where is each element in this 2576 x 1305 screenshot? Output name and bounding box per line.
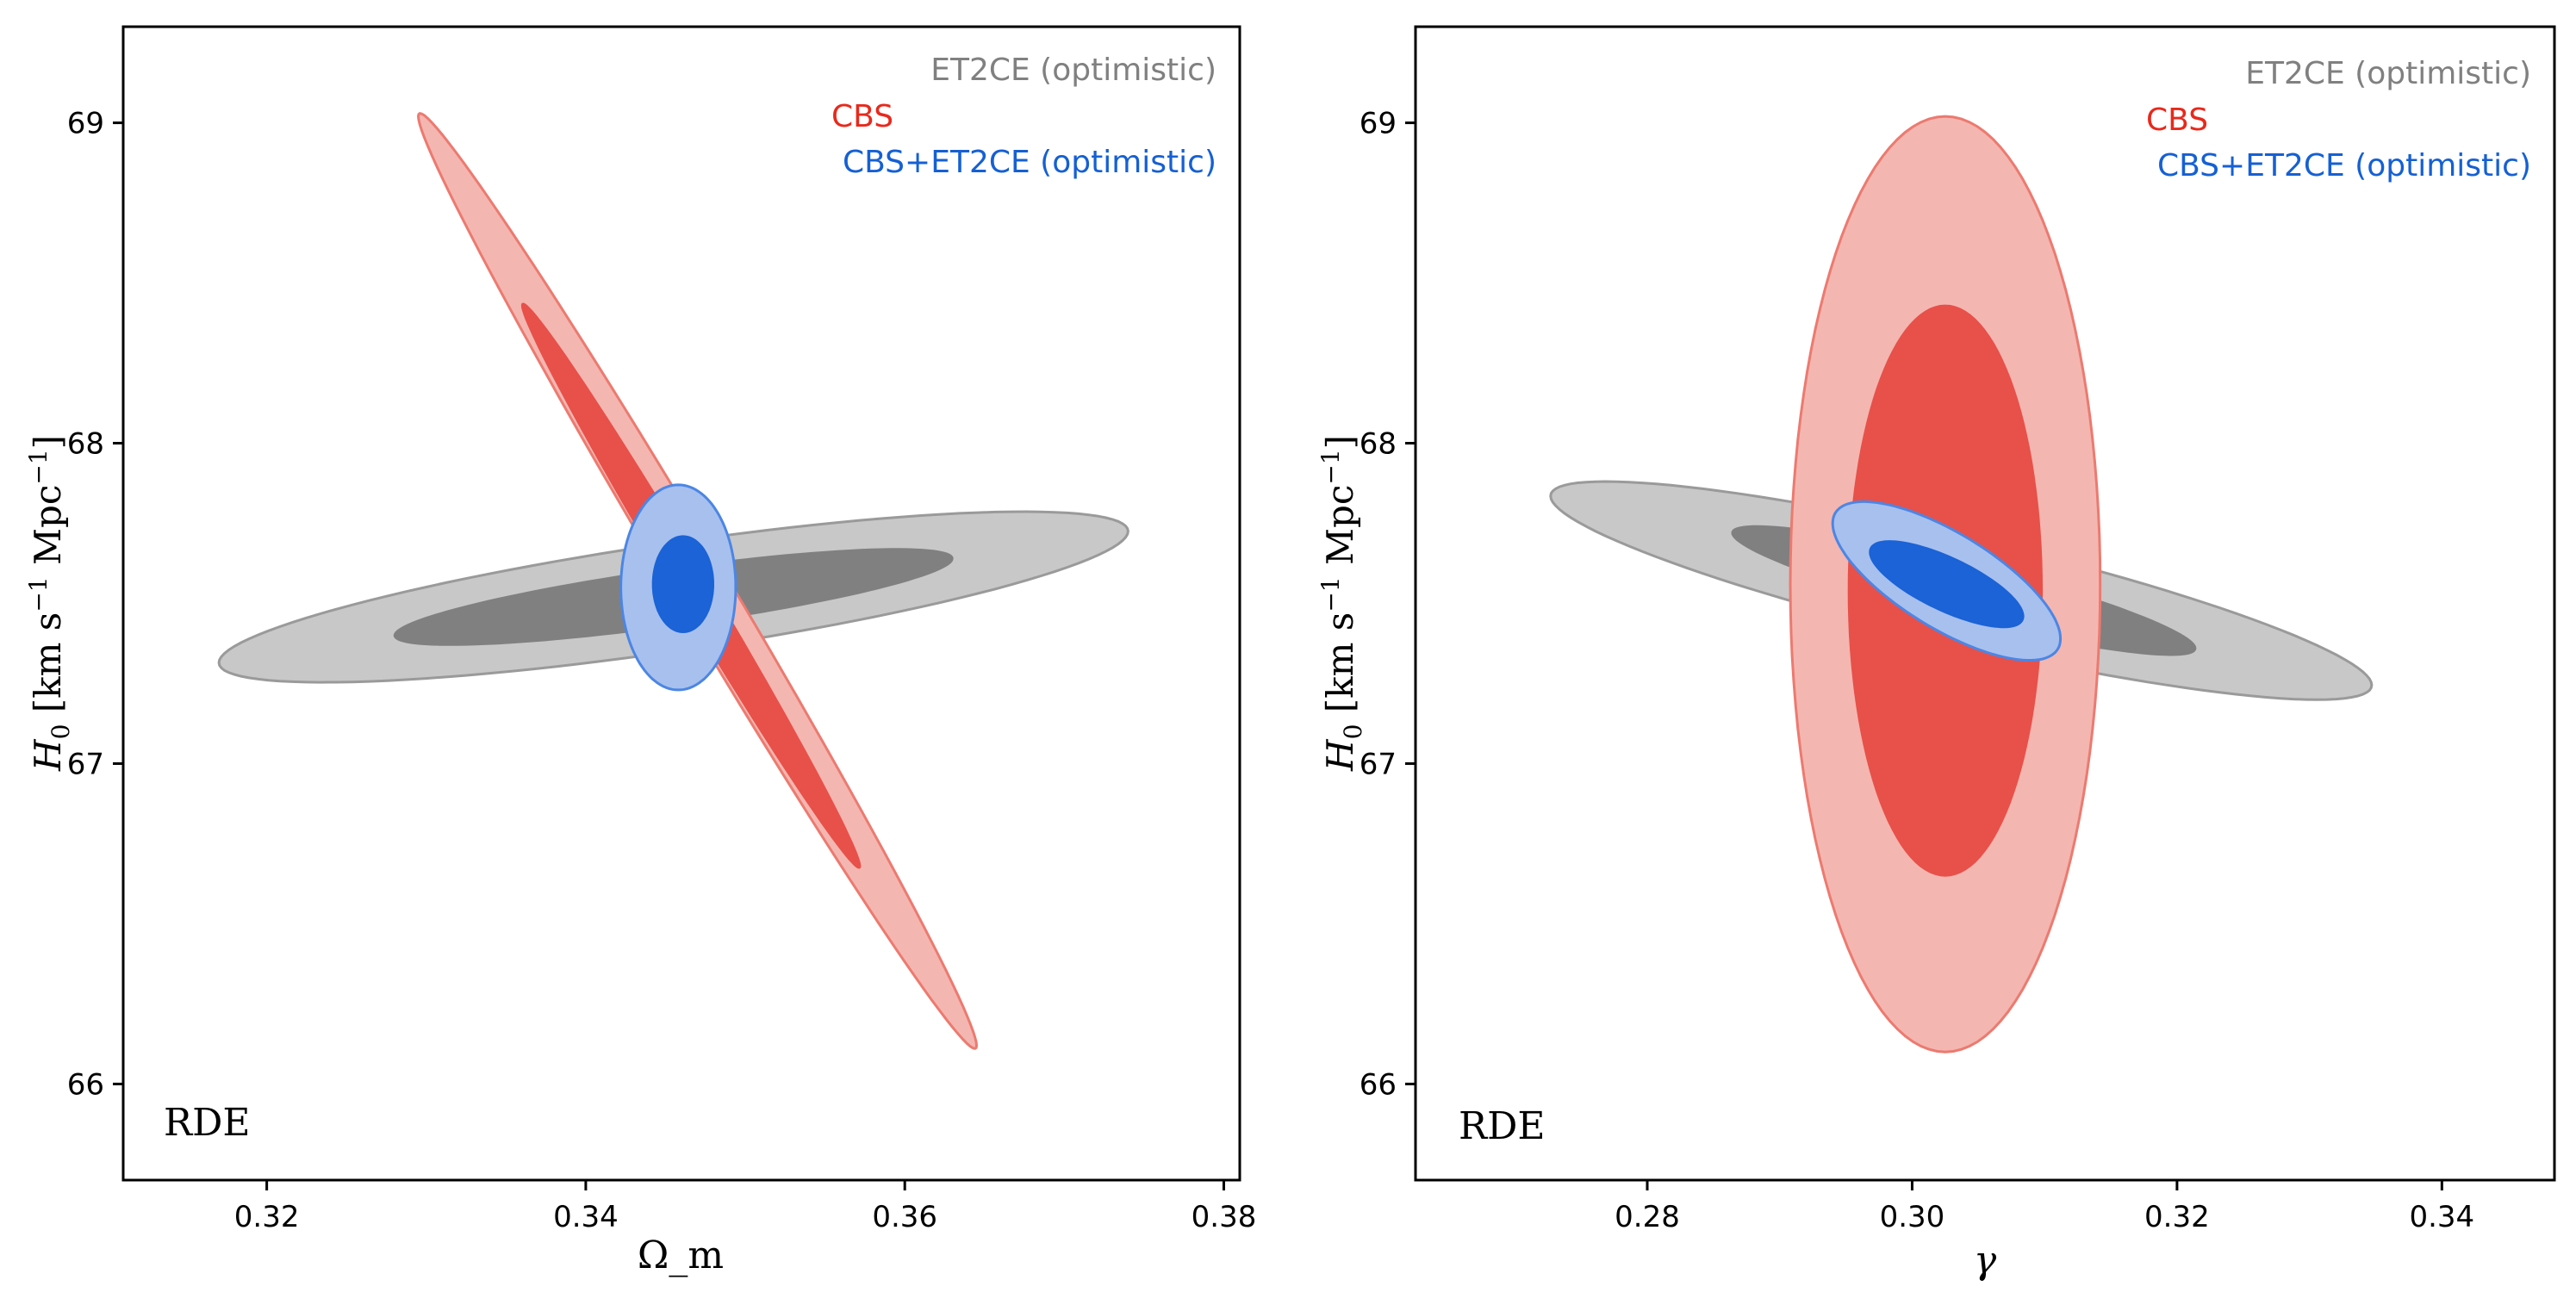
left-legend-et2ce: ET2CE (optimistic)	[930, 53, 1216, 88]
left-y-axis-label: H0 [km s−1 Mpc−1]	[24, 435, 75, 772]
left-contours	[217, 111, 1129, 1050]
right-annotation: RDE	[1459, 1104, 1546, 1148]
left-x-tick-label: 0.36	[872, 1200, 937, 1234]
right-y-tick-label: 66	[1360, 1067, 1397, 1102]
left-y-tick-label: 68	[67, 427, 104, 462]
right-panel: 0.28 0.30 0.32 0.34 66 67 68 69 ET2CE (optimist…	[1316, 25, 2556, 1283]
left-annotation: RDE	[164, 1101, 251, 1145]
left-combined-1sigma-contour	[651, 535, 714, 634]
right-plot-frame	[1414, 25, 2556, 1182]
svg-text:H0 [km s−1 Mpc−1]: H0 [km s−1 Mpc−1]	[24, 435, 75, 772]
svg-text:H0 [km s−1 Mpc−1]: H0 [km s−1 Mpc−1]	[1316, 435, 1367, 772]
left-x-tick-label: 0.34	[553, 1200, 619, 1234]
right-y-axis-label: H0 [km s−1 Mpc−1]	[1316, 435, 1367, 772]
right-y-tick-label: 68	[1360, 427, 1397, 462]
left-ticks: 0.32 0.34 0.36 0.38 66 67 68 69	[67, 107, 1257, 1234]
right-x-axis-label: γ	[1974, 1239, 1997, 1283]
left-panel: 0.32 0.34 0.36 0.38 66 67 68 69 ET2CE (optimist…	[24, 25, 1257, 1277]
left-legend: ET2CE (optimistic) CBS CBS+ET2CE (optimi…	[831, 53, 1216, 180]
left-legend-cbs: CBS	[831, 99, 893, 134]
left-plot-frame	[121, 25, 1241, 1182]
left-y-tick-label: 69	[67, 107, 104, 141]
right-contours	[1549, 115, 2374, 1053]
right-combined-1sigma-contour	[1869, 540, 2025, 629]
right-y-tick-label: 67	[1360, 747, 1397, 781]
right-x-tick-label: 0.30	[1880, 1200, 1945, 1234]
left-y-tick-label: 66	[67, 1067, 104, 1102]
right-ticks: 0.28 0.30 0.32 0.34 66 67 68 69	[1360, 107, 2474, 1234]
right-x-tick-label: 0.34	[2409, 1200, 2474, 1234]
right-legend-combined: CBS+ET2CE (optimistic)	[2157, 148, 2531, 183]
right-x-tick-label: 0.32	[2144, 1200, 2210, 1234]
left-x-tick-label: 0.32	[234, 1200, 300, 1234]
right-legend-et2ce: ET2CE (optimistic)	[2245, 56, 2531, 91]
left-y-tick-label: 67	[67, 747, 104, 781]
left-x-tick-label: 0.38	[1192, 1200, 1257, 1234]
left-legend-combined: CBS+ET2CE (optimistic)	[843, 145, 1216, 180]
right-x-tick-label: 0.28	[1615, 1200, 1680, 1234]
right-y-tick-label: 69	[1360, 107, 1397, 141]
right-legend: ET2CE (optimistic) CBS CBS+ET2CE (optimi…	[2146, 56, 2531, 183]
right-legend-cbs: CBS	[2146, 103, 2208, 138]
left-x-axis-label: Ω_m	[638, 1234, 724, 1277]
